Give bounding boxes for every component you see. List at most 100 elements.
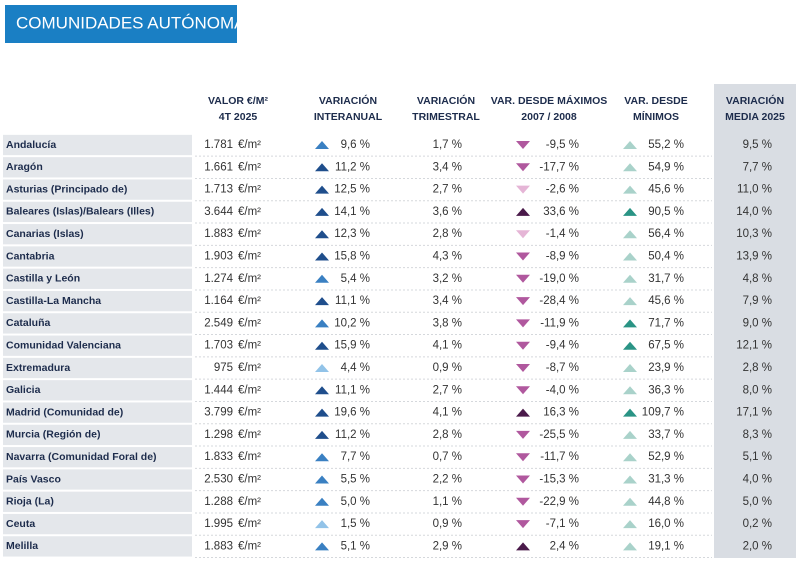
trend-arrow <box>516 297 530 306</box>
unit: €/m² <box>238 429 261 441</box>
qoq-change: 2,7 % <box>433 184 462 196</box>
avg-change: 4,8 % <box>743 273 772 285</box>
region-name: Aragón <box>6 161 43 173</box>
qoq-change: 3,8 % <box>433 317 462 329</box>
change-from-min: 33,7 % <box>648 429 684 441</box>
qoq-change: 2,9 % <box>433 540 462 552</box>
change-from-max: -17,7 % <box>539 161 579 173</box>
trend-arrow <box>516 252 530 261</box>
trend-arrow <box>315 430 329 439</box>
region-name: Navarra (Comunidad Foral de) <box>6 451 157 463</box>
change-from-min: 19,1 % <box>648 540 684 552</box>
unit: €/m² <box>238 184 261 196</box>
trend-arrow <box>315 274 329 283</box>
trend-arrow <box>315 185 329 194</box>
qoq-change: 2,2 % <box>433 474 462 486</box>
avg-change: 14,0 % <box>736 206 772 218</box>
region-name: Melilla <box>6 540 38 552</box>
trend-arrow <box>516 542 530 551</box>
change-from-max: -9,5 % <box>546 139 579 151</box>
yoy-change: 11,1 % <box>335 384 370 396</box>
qoq-change: 0,9 % <box>433 518 462 530</box>
trend-arrow <box>315 408 329 417</box>
change-from-min: 90,5 % <box>648 206 684 218</box>
change-from-min: 36,3 % <box>648 384 684 396</box>
price: 1.288 <box>204 496 233 508</box>
price: 1.164 <box>204 295 233 307</box>
title: COMUNIDADES AUTÓNOMAS <box>16 13 257 32</box>
change-from-min: 23,9 % <box>648 362 684 374</box>
column-header: VAR. DESDE MÁXIMOS <box>491 94 607 107</box>
unit: €/m² <box>238 384 261 396</box>
yoy-change: 19,6 % <box>334 407 370 419</box>
yoy-change: 5,1 % <box>341 540 370 552</box>
trend-arrow <box>315 364 329 372</box>
column-header: 2007 / 2008 <box>521 111 577 123</box>
yoy-change: 4,4 % <box>341 362 370 374</box>
region-name: Comunidad Valenciana <box>6 339 121 351</box>
trend-arrow <box>315 542 329 551</box>
avg-change: 9,5 % <box>743 139 772 151</box>
price: 1.781 <box>204 139 233 151</box>
qoq-change: 0,9 % <box>433 362 462 374</box>
change-from-max: -2,6 % <box>546 184 579 196</box>
change-from-max: -7,1 % <box>546 518 579 530</box>
qoq-change: 3,6 % <box>433 206 462 218</box>
unit: €/m² <box>238 474 261 486</box>
change-from-max: -8,9 % <box>546 251 579 263</box>
change-from-max: -15,3 % <box>539 474 579 486</box>
column-header: VALOR €/M² <box>208 95 268 107</box>
trend-arrow <box>315 163 329 172</box>
change-from-min: 67,5 % <box>648 340 684 352</box>
avg-change: 7,9 % <box>743 295 772 307</box>
column-header: INTERANUAL <box>314 111 383 123</box>
trend-arrow <box>623 207 637 216</box>
row-label-bg <box>3 313 192 334</box>
avg-change: 13,9 % <box>736 251 772 263</box>
trend-arrow <box>315 230 329 239</box>
avg-change: 17,1 % <box>736 407 772 419</box>
change-from-max: -8,7 % <box>546 362 579 374</box>
change-from-max: -25,5 % <box>539 429 579 441</box>
qoq-change: 3,4 % <box>433 161 462 173</box>
yoy-change: 14,1 % <box>334 206 370 218</box>
unit: €/m² <box>238 518 261 530</box>
price: 1.661 <box>204 161 233 173</box>
trend-arrow <box>516 430 530 439</box>
column-header: MEDIA 2025 <box>725 111 785 123</box>
avg-change: 2,0 % <box>743 540 772 552</box>
trend-arrow <box>516 453 530 462</box>
trend-arrow <box>315 297 329 306</box>
region-name: País Vasco <box>6 473 61 485</box>
region-name: Castilla-La Mancha <box>6 295 101 307</box>
change-from-max: -11,7 % <box>540 451 579 463</box>
change-from-max: 33,6 % <box>543 206 579 218</box>
avg-change: 5,1 % <box>743 451 772 463</box>
price: 1.703 <box>204 340 233 352</box>
row-label-bg <box>3 290 192 312</box>
trend-arrow <box>623 430 637 439</box>
region-name: Baleares (Islas)/Balears (Illes) <box>6 206 154 218</box>
trend-arrow <box>623 364 637 372</box>
row-label-bg <box>3 201 192 223</box>
row-label-bg <box>3 268 192 289</box>
yoy-change: 7,7 % <box>341 451 370 463</box>
change-from-min: 44,8 % <box>648 496 684 508</box>
change-from-max: 16,3 % <box>543 407 579 419</box>
qoq-change: 0,7 % <box>433 451 462 463</box>
unit: €/m² <box>238 317 261 329</box>
price: 2.530 <box>204 474 233 486</box>
trend-arrow <box>516 341 530 350</box>
trend-arrow <box>623 163 637 172</box>
trend-arrow <box>516 207 530 216</box>
trend-arrow <box>516 163 530 172</box>
avg-change: 8,0 % <box>743 384 772 396</box>
trend-arrow <box>315 341 329 350</box>
price: 3.799 <box>204 407 233 419</box>
yoy-change: 10,2 % <box>334 317 370 329</box>
avg-change: 0,2 % <box>743 518 772 530</box>
price: 3.644 <box>204 206 233 218</box>
change-from-min: 31,7 % <box>648 273 684 285</box>
column-header: 4T 2025 <box>219 111 258 123</box>
unit: €/m² <box>238 139 261 151</box>
